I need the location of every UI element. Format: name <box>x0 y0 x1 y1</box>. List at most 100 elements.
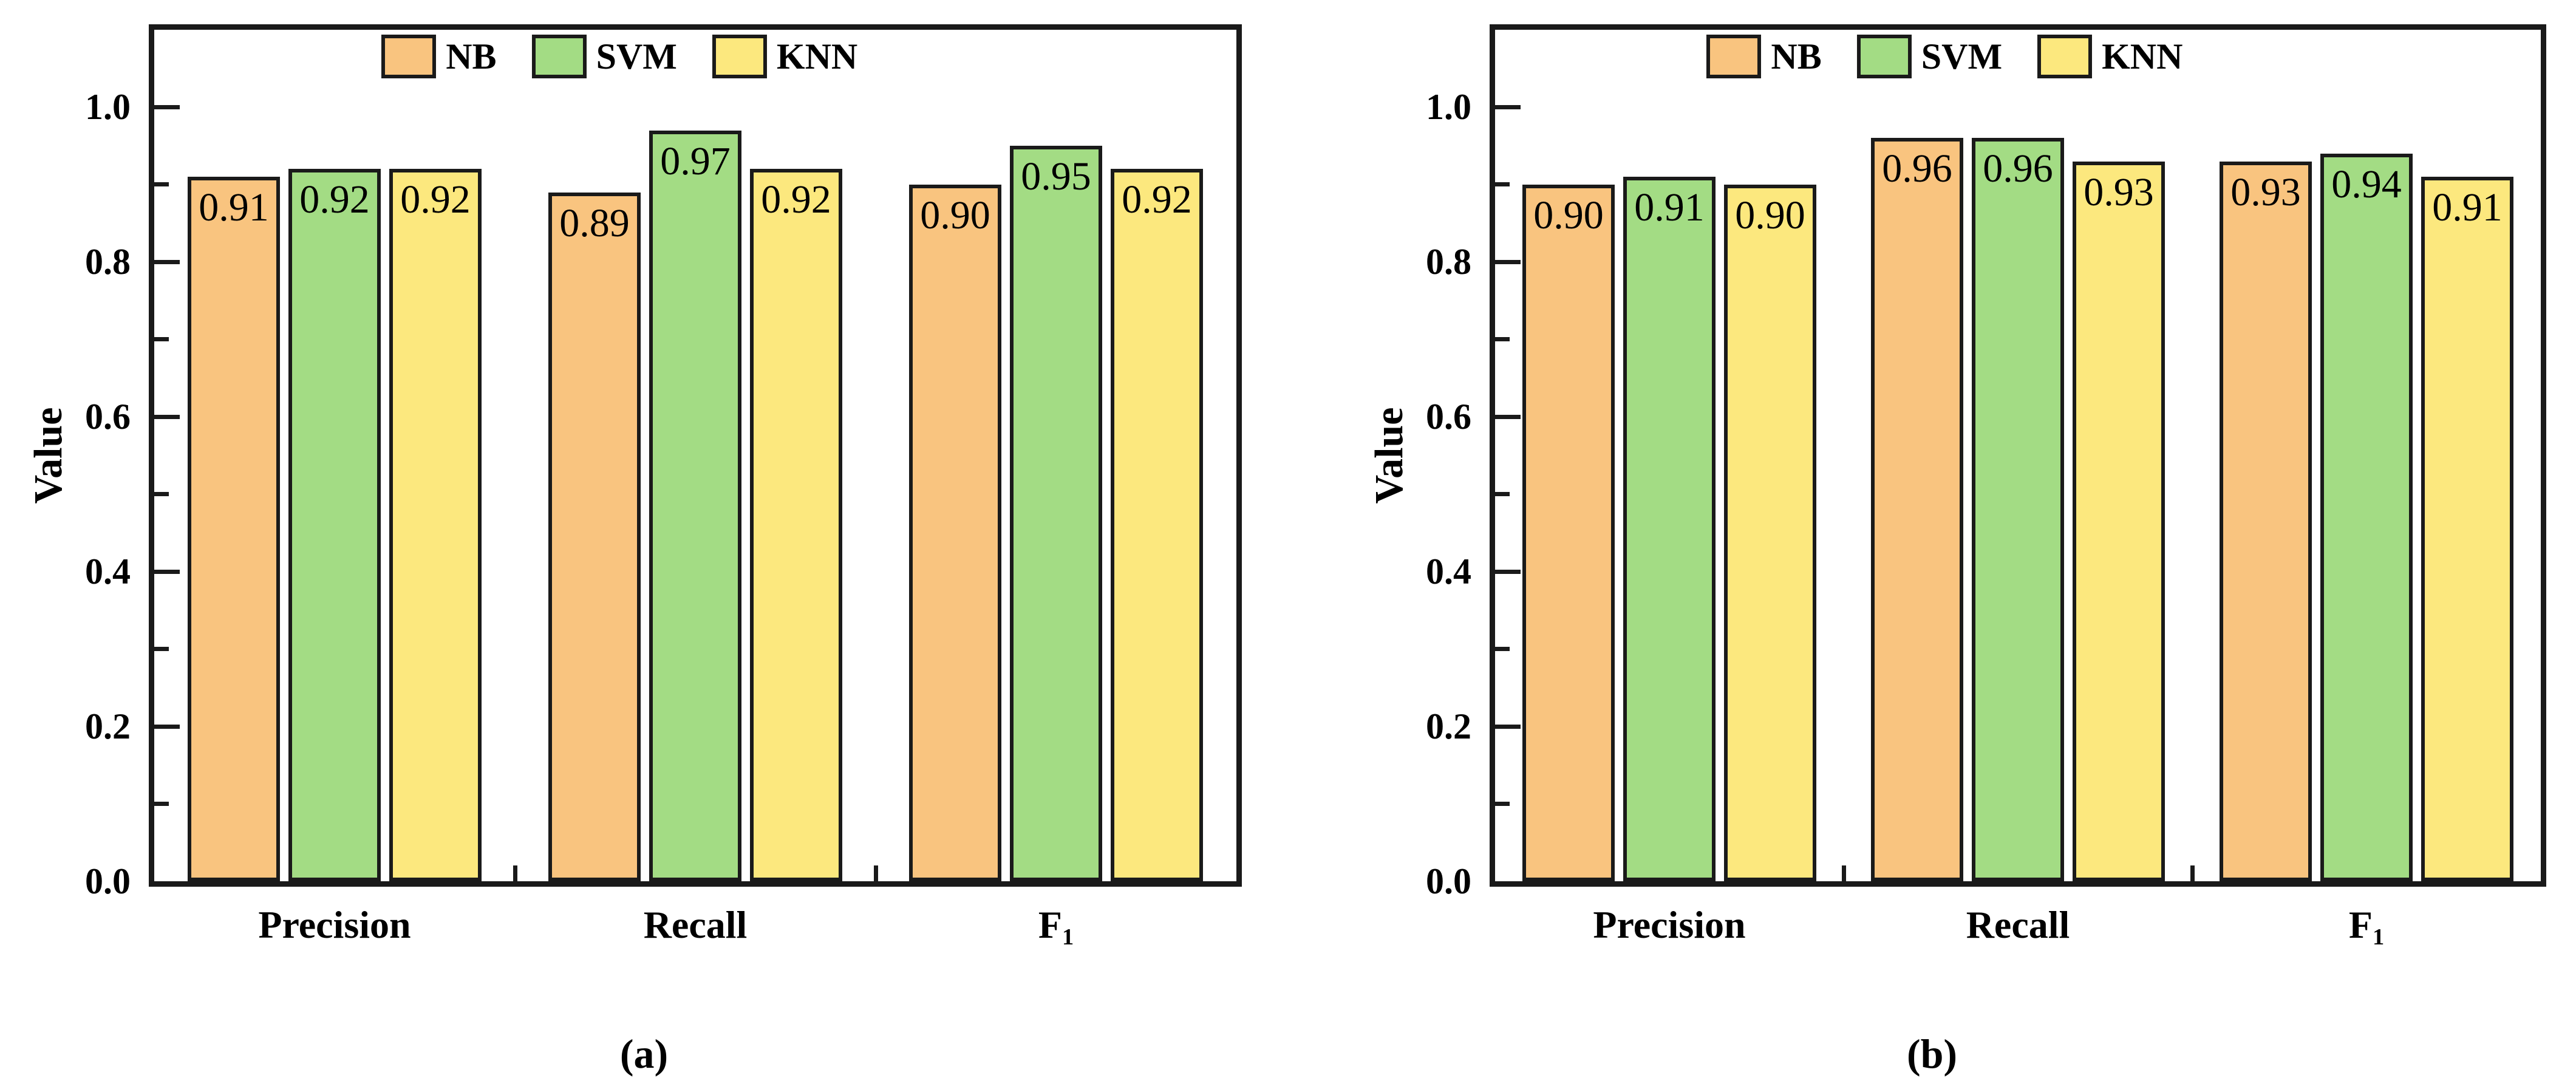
x-category-label: Recall <box>1884 903 2152 947</box>
bar-value-label: 0.90 <box>1533 193 1604 237</box>
legend-label-nb: NB <box>1771 36 1822 77</box>
x-category-subscript: 1 <box>2372 924 2385 950</box>
y-tick-label: 0.4 <box>85 551 131 592</box>
bar-svm-precision: 0.92 <box>288 169 381 881</box>
bar-value-label: 0.90 <box>1735 193 1805 237</box>
legend-label-knn: KNN <box>776 36 858 77</box>
y-tick-label: 0.0 <box>1426 861 1471 901</box>
y-minor-tick <box>1495 802 1510 807</box>
y-minor-tick <box>154 492 169 497</box>
y-minor-tick <box>154 182 169 187</box>
legend-label-nb: NB <box>446 36 497 77</box>
y-tick-label: 1.0 <box>1426 87 1471 128</box>
y-tick-label: 0.6 <box>85 397 131 437</box>
y-tick-label: 0.8 <box>85 242 131 282</box>
y-tick-label: 0.0 <box>85 861 131 901</box>
bar-nb-precision: 0.90 <box>1522 185 1615 881</box>
bar-nb-f: 0.93 <box>2220 162 2312 881</box>
bar-value-label: 0.92 <box>299 177 370 222</box>
x-category-text: Recall <box>1966 903 2070 946</box>
bar-value-label: 0.89 <box>559 201 630 245</box>
bar-value-label: 0.92 <box>761 177 831 222</box>
y-major-tick <box>1495 414 1521 419</box>
x-category-label: Precision <box>1536 903 1803 947</box>
bar-value-label: 0.96 <box>1882 146 1952 191</box>
bar-value-label: 0.92 <box>400 177 471 222</box>
legend-entry-nb: NB <box>381 35 531 78</box>
bar-value-label: 0.90 <box>920 193 990 237</box>
plot-inner: NB SVM KNN 0.91 0.92 0.92 0.89 0.97 0.92 0.90 0.9… <box>154 30 1236 881</box>
bar-nb-recall: 0.96 <box>1871 138 1963 881</box>
bar-value-label: 0.91 <box>1634 185 1705 230</box>
y-major-tick <box>1495 724 1521 729</box>
bar-nb-f: 0.90 <box>909 185 1001 881</box>
bar-value-label: 0.93 <box>2084 170 2154 214</box>
y-major-tick <box>1495 104 1521 109</box>
y-major-tick <box>154 104 180 109</box>
y-minor-tick <box>1495 492 1510 497</box>
y-major-tick <box>154 569 180 574</box>
x-category-label: F1 <box>922 903 1190 953</box>
y-minor-tick <box>1495 182 1510 187</box>
x-category-label: F1 <box>2233 903 2500 953</box>
panel-label: (b) <box>1906 1031 1958 1077</box>
bar-value-label: 0.96 <box>1983 146 2053 191</box>
y-major-tick <box>154 414 180 419</box>
x-category-label: Recall <box>562 903 829 947</box>
x-category-subscript: 1 <box>1061 924 1074 950</box>
legend-entry-knn: KNN <box>2037 35 2182 78</box>
plot-inner: NB SVM KNN 0.90 0.91 0.90 0.96 0.96 0.93 0.93 0.9… <box>1495 30 2541 881</box>
legend-label-svm: SVM <box>596 36 677 77</box>
panel-label: (a) <box>619 1031 669 1077</box>
bar-svm-f: 0.94 <box>2320 154 2413 881</box>
bar-svm-recall: 0.97 <box>649 131 741 881</box>
legend-entry-svm: SVM <box>1856 35 2037 78</box>
bar-knn-f: 0.92 <box>1111 169 1203 881</box>
bar-svm-precision: 0.91 <box>1623 177 1716 881</box>
legend-swatch-nb <box>1706 35 1762 78</box>
bar-value-label: 0.93 <box>2230 170 2301 214</box>
y-tick-label: 0.2 <box>85 706 131 747</box>
x-category-text: Recall <box>643 903 748 946</box>
legend: NB SVM KNN <box>381 35 857 78</box>
y-minor-tick <box>154 802 169 807</box>
legend-swatch-knn <box>2037 35 2093 78</box>
x-boundary-tick <box>2190 865 2195 881</box>
y-minor-tick <box>1495 337 1510 342</box>
chart-panel-a: Value NB SVM KNN 0.91 0.92 0.92 0.89 0.97 0.92 0… <box>26 24 1242 1077</box>
bar-value-label: 0.94 <box>2331 162 2402 206</box>
bar-value-label: 0.95 <box>1021 154 1091 199</box>
y-major-tick <box>154 724 180 729</box>
y-minor-tick <box>1495 647 1510 652</box>
plot-area: NB SVM KNN 0.90 0.91 0.90 0.96 0.96 0.93 0.93 0.9… <box>1490 24 2546 887</box>
bar-nb-precision: 0.91 <box>188 177 280 881</box>
bar-svm-recall: 0.96 <box>1972 138 2064 881</box>
x-category-text: Precision <box>258 903 411 946</box>
x-category-text: F <box>2348 903 2373 946</box>
y-minor-tick <box>154 647 169 652</box>
y-major-tick <box>1495 259 1521 264</box>
x-category-label: Precision <box>201 903 468 947</box>
x-boundary-tick <box>1841 865 1846 881</box>
y-minor-tick <box>154 337 169 342</box>
bar-svm-f: 0.95 <box>1010 146 1102 881</box>
y-tick-label: 1.0 <box>85 87 131 128</box>
chart-panel-b: Value NB SVM KNN 0.90 0.91 0.90 0.96 0.96 0.93 0… <box>1288 0 2576 1092</box>
legend-label-knn: KNN <box>2102 36 2183 77</box>
x-boundary-tick <box>873 865 878 881</box>
bar-value-label: 0.97 <box>660 139 731 183</box>
legend-entry-nb: NB <box>1706 35 1856 78</box>
legend-swatch-nb <box>381 35 437 78</box>
y-major-tick <box>154 259 180 264</box>
legend-entry-svm: SVM <box>531 35 712 78</box>
legend-swatch-svm <box>1856 35 1912 78</box>
legend-label-svm: SVM <box>1921 36 2003 77</box>
legend-swatch-svm <box>531 35 587 78</box>
legend-entry-knn: KNN <box>712 35 857 78</box>
bar-knn-recall: 0.92 <box>750 169 842 881</box>
bar-value-label: 0.92 <box>1122 177 1192 222</box>
y-tick-label: 0.6 <box>1426 397 1471 437</box>
plot-area: NB SVM KNN 0.91 0.92 0.92 0.89 0.97 0.92 0.90 0.9… <box>149 24 1242 887</box>
y-major-tick <box>1495 569 1521 574</box>
x-category-text: F <box>1038 903 1062 946</box>
